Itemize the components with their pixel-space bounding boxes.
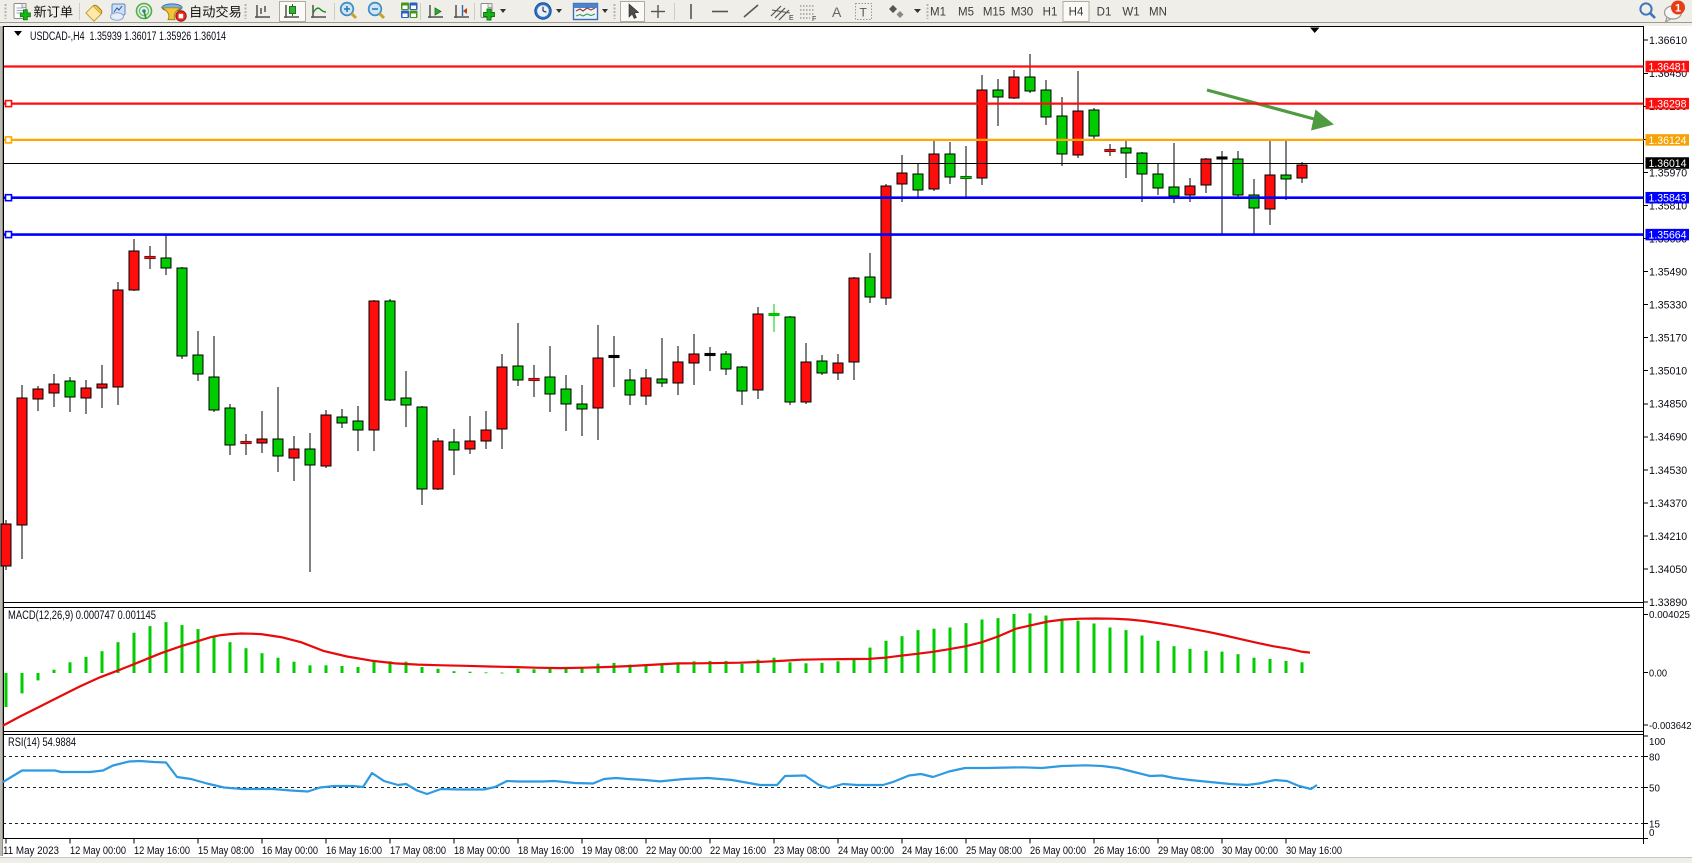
svg-text:0.004025: 0.004025 [1649,609,1690,621]
svg-text:M15: M15 [983,7,1005,19]
svg-text:MACD(12,26,9) 0.000747 0.00114: MACD(12,26,9) 0.000747 0.001145 [8,610,156,622]
svg-text:H4: H4 [1069,7,1084,19]
svg-text:1.36124: 1.36124 [1649,135,1687,147]
svg-text:RSI(14) 54.9884: RSI(14) 54.9884 [8,737,76,749]
svg-text:1.35330: 1.35330 [1649,300,1687,312]
svg-text:1.34210: 1.34210 [1649,531,1687,543]
svg-text:W1: W1 [1122,7,1139,19]
svg-text:M1: M1 [930,7,946,19]
svg-text:0: 0 [1649,827,1655,839]
svg-text:1: 1 [1675,2,1681,14]
svg-text:29 May 08:00: 29 May 08:00 [1158,845,1214,857]
svg-text:1.36014: 1.36014 [1649,158,1687,170]
svg-text:26 May 00:00: 26 May 00:00 [1030,845,1086,857]
svg-text:26 May 16:00: 26 May 16:00 [1094,845,1150,857]
svg-text:15: 15 [1649,818,1660,830]
svg-text:-0.003642: -0.003642 [1649,720,1692,732]
svg-text:12 May 16:00: 12 May 16:00 [134,845,190,857]
svg-text:12 May 00:00: 12 May 00:00 [70,845,126,857]
svg-text:E: E [789,15,794,22]
svg-text:80: 80 [1649,751,1660,763]
svg-text:H1: H1 [1043,7,1058,19]
svg-text:1.35490: 1.35490 [1649,266,1687,278]
svg-text:15 May 08:00: 15 May 08:00 [198,845,254,857]
svg-text:M30: M30 [1011,7,1033,19]
svg-text:1.34850: 1.34850 [1649,399,1687,411]
svg-text:16 May 16:00: 16 May 16:00 [326,845,382,857]
svg-text:16 May 00:00: 16 May 00:00 [262,845,318,857]
svg-text:MN: MN [1149,7,1167,19]
svg-text:30 May 00:00: 30 May 00:00 [1222,845,1278,857]
svg-text:18 May 00:00: 18 May 00:00 [454,845,510,857]
svg-text:USDCAD-,H4 1.35939 1.36017 1.: USDCAD-,H4 1.35939 1.36017 1.35926 1.360… [30,31,226,43]
svg-text:100: 100 [1649,736,1665,748]
svg-text:17 May 08:00: 17 May 08:00 [390,845,446,857]
svg-text:22 May 00:00: 22 May 00:00 [646,845,702,857]
svg-text:M5: M5 [958,7,974,19]
svg-text:1.35170: 1.35170 [1649,333,1687,345]
svg-text:A: A [832,4,842,20]
svg-text:1.36481: 1.36481 [1649,61,1687,73]
svg-text:25 May 08:00: 25 May 08:00 [966,845,1022,857]
svg-text:24 May 16:00: 24 May 16:00 [902,845,958,857]
svg-text:1.34530: 1.34530 [1649,465,1687,477]
svg-text:T: T [860,6,868,20]
svg-text:1.34690: 1.34690 [1649,432,1687,444]
svg-text:19 May 08:00: 19 May 08:00 [582,845,638,857]
svg-text:1.34050: 1.34050 [1649,564,1687,576]
svg-text:F: F [812,16,816,23]
svg-text:1.35970: 1.35970 [1649,167,1687,179]
svg-text:24 May 00:00: 24 May 00:00 [838,845,894,857]
svg-text:1.34370: 1.34370 [1649,498,1687,510]
svg-text:18 May 16:00: 18 May 16:00 [518,845,574,857]
svg-text:1.36610: 1.36610 [1649,35,1687,47]
svg-text:22 May 16:00: 22 May 16:00 [710,845,766,857]
svg-text:11 May 2023: 11 May 2023 [3,845,59,857]
svg-text:30 May 16:00: 30 May 16:00 [1286,845,1342,857]
svg-text:1.35010: 1.35010 [1649,366,1687,378]
svg-text:23 May 08:00: 23 May 08:00 [774,845,830,857]
svg-text:50: 50 [1649,782,1660,794]
svg-text:1.35843: 1.35843 [1649,193,1687,205]
svg-text:1.36298: 1.36298 [1649,99,1687,111]
svg-text:1.33890: 1.33890 [1649,597,1687,609]
svg-text:0.00: 0.00 [1649,668,1667,680]
svg-text:1.35664: 1.35664 [1649,230,1687,242]
svg-text:D1: D1 [1097,7,1112,19]
